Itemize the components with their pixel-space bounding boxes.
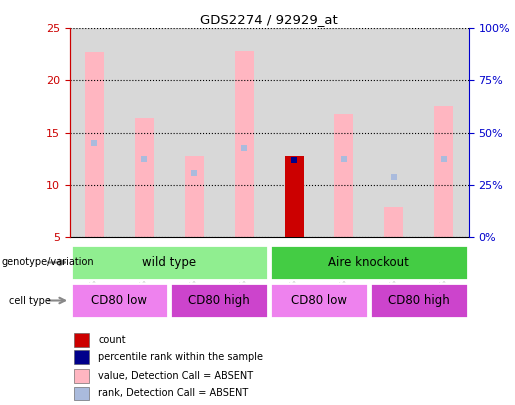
Point bbox=[90, 140, 98, 146]
Text: CD80 low: CD80 low bbox=[92, 294, 147, 307]
Bar bbox=[170, 283, 268, 318]
Text: rank, Detection Call = ABSENT: rank, Detection Call = ABSENT bbox=[98, 388, 249, 399]
Bar bbox=[185, 156, 204, 237]
Text: wild type: wild type bbox=[142, 256, 196, 269]
Bar bbox=[370, 283, 468, 318]
Bar bbox=[70, 28, 119, 237]
Point bbox=[390, 174, 398, 181]
Bar bbox=[74, 386, 90, 401]
Bar bbox=[135, 118, 154, 237]
Point bbox=[240, 145, 248, 151]
Text: genotype/variation: genotype/variation bbox=[1, 258, 94, 267]
Bar bbox=[334, 114, 353, 237]
Bar bbox=[285, 156, 303, 237]
Text: Aire knockout: Aire knockout bbox=[329, 256, 409, 269]
Point bbox=[440, 156, 448, 162]
Bar bbox=[269, 28, 319, 237]
Bar bbox=[369, 28, 419, 237]
Bar bbox=[74, 333, 90, 347]
Text: cell type: cell type bbox=[9, 296, 50, 306]
Bar bbox=[71, 245, 268, 280]
Bar bbox=[219, 28, 269, 237]
Bar bbox=[74, 350, 90, 364]
Text: CD80 high: CD80 high bbox=[188, 294, 250, 307]
Point bbox=[340, 156, 348, 162]
Bar bbox=[384, 207, 403, 237]
Bar bbox=[169, 28, 219, 237]
Bar bbox=[270, 245, 468, 280]
Bar bbox=[85, 52, 104, 237]
Text: CD80 high: CD80 high bbox=[388, 294, 450, 307]
Bar bbox=[285, 158, 303, 237]
Bar bbox=[434, 106, 453, 237]
Text: value, Detection Call = ABSENT: value, Detection Call = ABSENT bbox=[98, 371, 253, 381]
Bar bbox=[270, 283, 368, 318]
Bar bbox=[119, 28, 169, 237]
Bar bbox=[419, 28, 469, 237]
Text: percentile rank within the sample: percentile rank within the sample bbox=[98, 352, 263, 362]
Point bbox=[190, 170, 198, 177]
Bar bbox=[71, 283, 168, 318]
Bar bbox=[319, 28, 369, 237]
Point bbox=[140, 156, 148, 162]
Bar bbox=[235, 51, 253, 237]
Text: count: count bbox=[98, 335, 126, 345]
Title: GDS2274 / 92929_at: GDS2274 / 92929_at bbox=[200, 13, 338, 26]
Point bbox=[290, 157, 298, 164]
Text: CD80 low: CD80 low bbox=[291, 294, 347, 307]
Bar bbox=[74, 369, 90, 383]
